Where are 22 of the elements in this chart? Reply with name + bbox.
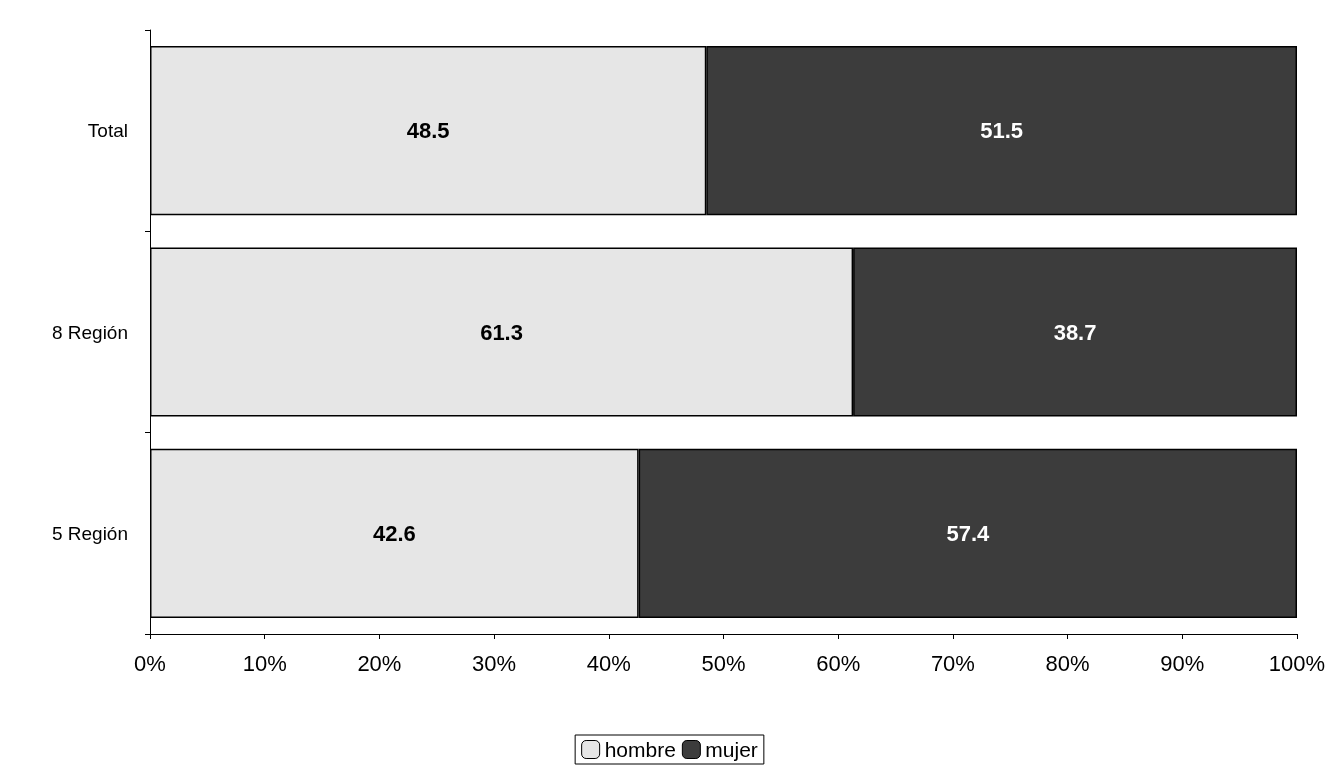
data-label: 61.3	[480, 319, 523, 345]
x-tick-label: 10%	[242, 650, 287, 676]
y-tick-label: 8 Región	[51, 321, 128, 343]
y-tick-label: 5 Región	[51, 522, 128, 544]
x-tick-label: 80%	[1045, 650, 1090, 676]
x-tick-label: 60%	[816, 650, 861, 676]
x-tick-label: 0%	[134, 650, 166, 676]
x-tick-label: 30%	[472, 650, 517, 676]
x-tick-label: 50%	[701, 650, 746, 676]
data-label: 42.6	[372, 520, 416, 546]
data-label: 38.7	[1053, 319, 1097, 345]
x-tick-label: 40%	[586, 650, 631, 676]
data-label: 48.5	[406, 118, 450, 144]
legend-label: mujer	[705, 738, 758, 761]
data-label: 57.4	[946, 520, 990, 546]
x-tick-label: 20%	[357, 650, 402, 676]
data-label: 51.5	[980, 118, 1024, 144]
legend-label: hombre	[604, 738, 676, 761]
x-tick-label: 100%	[1268, 650, 1326, 676]
x-tick-label: 90%	[1160, 650, 1205, 676]
y-tick-label: Total	[87, 120, 128, 142]
x-tick-label: 70%	[930, 650, 975, 676]
